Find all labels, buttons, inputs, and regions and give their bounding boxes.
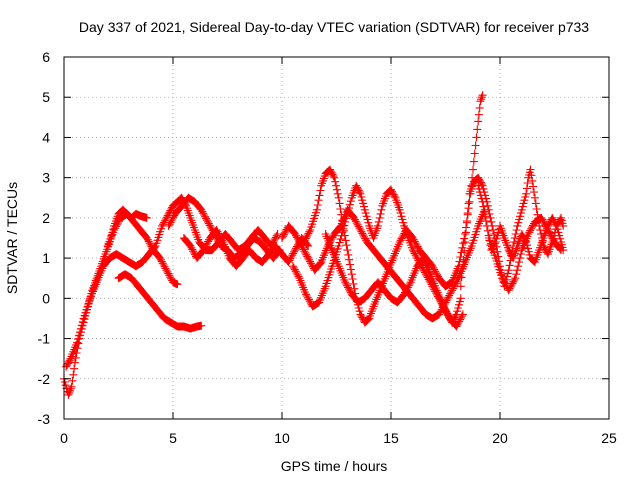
data-points xyxy=(60,91,568,399)
data-point-markers xyxy=(103,209,182,289)
y-tick-label: 4 xyxy=(42,129,50,145)
y-axis-tick-labels: -3 -2 -1 0 1 2 3 4 5 6 xyxy=(38,49,51,427)
y-tick-label: 1 xyxy=(42,250,50,266)
plot-area-frame xyxy=(63,56,610,420)
series-trace-j xyxy=(321,230,467,331)
y-tick-label: 3 xyxy=(42,170,50,186)
data-point-markers xyxy=(60,205,151,399)
x-tick-label: 20 xyxy=(492,430,508,446)
axis-ticks xyxy=(63,56,610,420)
y-tick-label: 5 xyxy=(42,89,50,105)
data-point-markers xyxy=(299,91,487,327)
series-trace-f xyxy=(179,226,313,271)
chart-title: Day 337 of 2021, Sidereal Day-to-day VTE… xyxy=(79,19,589,35)
y-tick-label: -3 xyxy=(38,411,51,427)
series-trace-e xyxy=(164,193,284,263)
data-point-markers xyxy=(485,213,565,295)
series-trace-h xyxy=(299,91,487,327)
y-tick-label: -1 xyxy=(38,331,51,347)
x-tick-label: 15 xyxy=(383,430,399,446)
y-tick-label: 2 xyxy=(42,210,50,226)
series-trace-m xyxy=(485,213,565,295)
data-point-markers xyxy=(179,226,313,271)
y-tick-label: -2 xyxy=(38,371,51,387)
x-tick-label: 0 xyxy=(60,430,68,446)
data-point-markers xyxy=(164,193,284,263)
data-point-markers xyxy=(114,270,206,333)
x-tick-label: 10 xyxy=(274,430,290,446)
y-tick-label: 0 xyxy=(42,290,50,306)
series-trace-a xyxy=(60,205,151,399)
y-tick-label: 6 xyxy=(42,49,50,65)
x-axis-tick-labels: 0 5 10 15 20 25 xyxy=(60,430,617,446)
x-tick-label: 5 xyxy=(169,430,177,446)
series-trace-c xyxy=(103,209,182,289)
x-axis-label: GPS time / hours xyxy=(281,458,388,474)
x-tick-label: 25 xyxy=(601,430,617,446)
y-axis-label: SDTVAR / TECUs xyxy=(4,182,20,294)
series-trace-d xyxy=(114,270,206,333)
data-point-markers xyxy=(321,230,467,331)
